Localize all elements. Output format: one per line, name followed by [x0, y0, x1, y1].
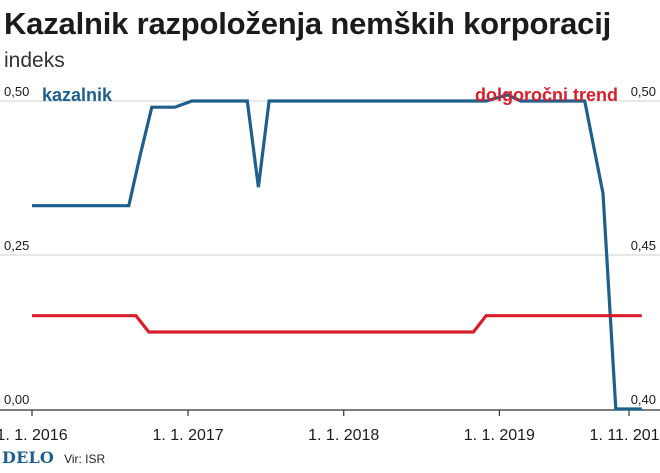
left-y-tick-label: 0,25	[4, 238, 29, 253]
right-y-tick-label: 0,45	[631, 238, 656, 253]
series-line-trend	[32, 314, 642, 334]
left-y-tick-label: 0,00	[4, 392, 29, 407]
legend-kazalnik: kazalnik	[42, 85, 113, 105]
x-tick-label: 1. 1. 2017	[152, 427, 223, 444]
series-line-kazalnik	[32, 93, 642, 411]
legend-trend: dolgoročni trend	[475, 85, 618, 105]
x-tick-label: 1. 1. 2016	[0, 427, 68, 444]
page-title: Kazalnik razpoloženja nemških korporacij	[4, 6, 612, 41]
left-y-tick-label: 0,50	[4, 84, 29, 99]
source-note: Vir: ISR	[64, 452, 106, 466]
right-y-tick-label: 0,50	[631, 84, 656, 99]
footer: DELO Vir: ISR	[2, 448, 105, 470]
x-tick-label: 1. 11. 2019	[590, 427, 660, 444]
x-tick-label: 1. 1. 2019	[464, 427, 535, 444]
unit-label: indeks	[4, 49, 65, 72]
right-y-tick-label: 0,40	[631, 392, 656, 407]
delo-logo: DELO	[2, 448, 55, 467]
x-tick-label: 1. 1. 2018	[308, 427, 379, 444]
